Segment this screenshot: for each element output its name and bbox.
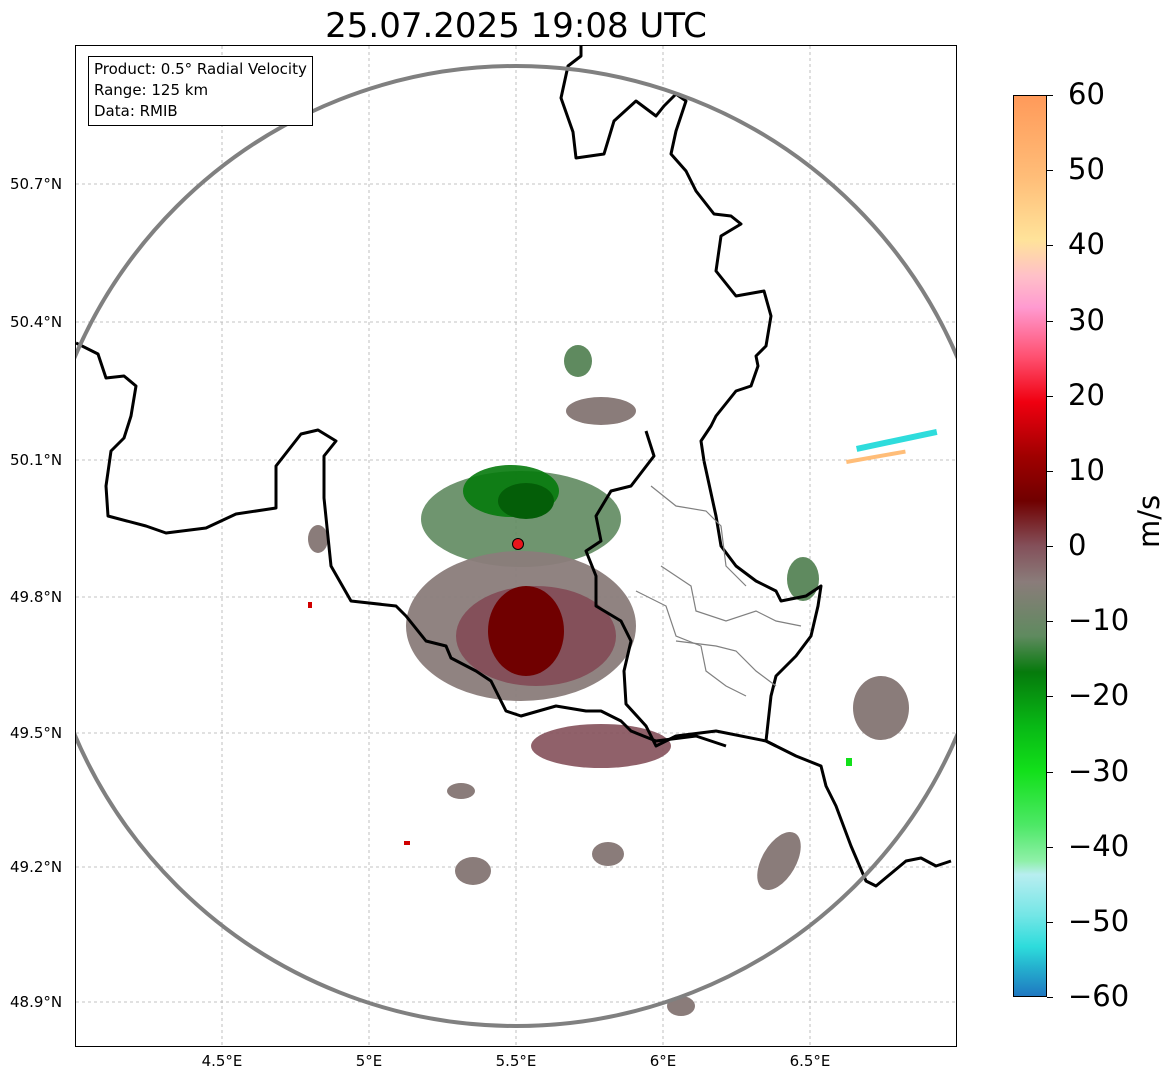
echo-cell-south-1 xyxy=(455,857,491,885)
graticule xyxy=(76,46,956,1046)
echo-speckle-red-1 xyxy=(308,602,312,608)
lat-tick-label: 50.7°N xyxy=(10,175,63,193)
echo-speckle-green xyxy=(846,758,852,766)
info-data-source: Data: RMIB xyxy=(94,102,178,120)
echo-speckle-red-2 xyxy=(404,841,410,845)
lat-tick-label: 49.2°N xyxy=(10,858,63,876)
lon-tick-label: 6°E xyxy=(649,1052,677,1070)
lat-tick-label: 48.9°N xyxy=(10,993,63,1011)
colorbar-tick xyxy=(1047,997,1053,998)
echo-north-core xyxy=(498,483,554,519)
echo-cell-north-2 xyxy=(566,397,636,425)
colorbar-tick-label: 10 xyxy=(1068,453,1105,487)
echo-cell-southeast xyxy=(757,832,801,890)
echo-south-edge xyxy=(531,724,671,768)
lon-tick-label: 5°E xyxy=(355,1052,383,1070)
border-lu-east xyxy=(584,430,777,748)
echo-speckle-cyan xyxy=(856,428,938,452)
border-be-lu-fr xyxy=(76,341,727,748)
lat-tick-label: 50.4°N xyxy=(10,313,63,331)
echo-speckle-orange xyxy=(846,449,906,464)
radar-map-canvas xyxy=(76,46,956,1046)
lon-tick-label: 5.5°E xyxy=(495,1052,537,1070)
product-info-box: Product: 0.5° Radial Velocity Range: 125… xyxy=(88,56,313,126)
colorbar-tick xyxy=(1047,396,1053,397)
colorbar-tick xyxy=(1047,95,1053,96)
velocity-colorbar xyxy=(1013,95,1047,997)
colorbar-tick-label: 40 xyxy=(1068,227,1105,261)
border-be-de xyxy=(559,46,773,462)
lat-tick-label: 49.8°N xyxy=(10,588,63,606)
region-border-3 xyxy=(635,590,747,697)
colorbar-tick xyxy=(1047,546,1053,547)
colorbar-tick xyxy=(1047,321,1053,322)
region-border-2 xyxy=(660,565,802,627)
colorbar-tick-label: −10 xyxy=(1068,603,1130,637)
colorbar-tick xyxy=(1047,696,1053,697)
colorbar-tick-label: −20 xyxy=(1068,678,1130,712)
echo-south-core xyxy=(488,586,564,676)
region-border-4 xyxy=(675,640,777,687)
echo-cell-west-1 xyxy=(308,525,328,553)
colorbar-tick-label: 50 xyxy=(1068,152,1105,186)
colorbar-tick xyxy=(1047,922,1053,923)
colorbar-tick-label: −50 xyxy=(1068,904,1130,938)
colorbar-tick-label: 60 xyxy=(1068,77,1105,111)
colorbar-tick xyxy=(1047,772,1053,773)
colorbar-tick xyxy=(1047,170,1053,171)
border-de-fr xyxy=(702,460,952,888)
velocity-echoes xyxy=(308,345,938,1016)
colorbar-tick xyxy=(1047,847,1053,848)
colorbar-tick-label: −30 xyxy=(1068,754,1130,788)
colorbar-tick xyxy=(1047,471,1053,472)
colorbar-tick-label: −60 xyxy=(1068,979,1130,1013)
country-borders xyxy=(76,46,952,888)
info-range: Range: 125 km xyxy=(94,81,209,99)
colorbar-tick xyxy=(1047,245,1053,246)
colorbar-tick-label: 30 xyxy=(1068,303,1105,337)
colorbar-tick-label: 20 xyxy=(1068,378,1105,412)
colorbar-tick-label: 0 xyxy=(1068,528,1087,562)
echo-cell-east-1 xyxy=(787,557,819,601)
lat-tick-label: 49.5°N xyxy=(10,724,63,742)
radar-map xyxy=(75,45,957,1047)
lon-tick-label: 6.5°E xyxy=(789,1052,831,1070)
range-ring xyxy=(76,64,956,1028)
colorbar-tick xyxy=(1047,621,1053,622)
info-product: Product: 0.5° Radial Velocity xyxy=(94,60,307,78)
lon-tick-label: 4.5°E xyxy=(201,1052,243,1070)
echo-cell-north-1 xyxy=(564,345,592,377)
colorbar-tick-label: −40 xyxy=(1068,829,1130,863)
lat-tick-label: 50.1°N xyxy=(10,451,63,469)
echo-cell-south-2 xyxy=(592,842,624,866)
map-title: 25.07.2025 19:08 UTC xyxy=(325,6,707,46)
echo-cell-east-2 xyxy=(853,676,909,740)
echo-cell-south-4 xyxy=(447,783,475,799)
colorbar-unit-label: m/s xyxy=(1132,494,1166,548)
region-border-1 xyxy=(650,485,747,587)
region-borders xyxy=(635,485,802,697)
radar-site-marker xyxy=(512,538,524,550)
